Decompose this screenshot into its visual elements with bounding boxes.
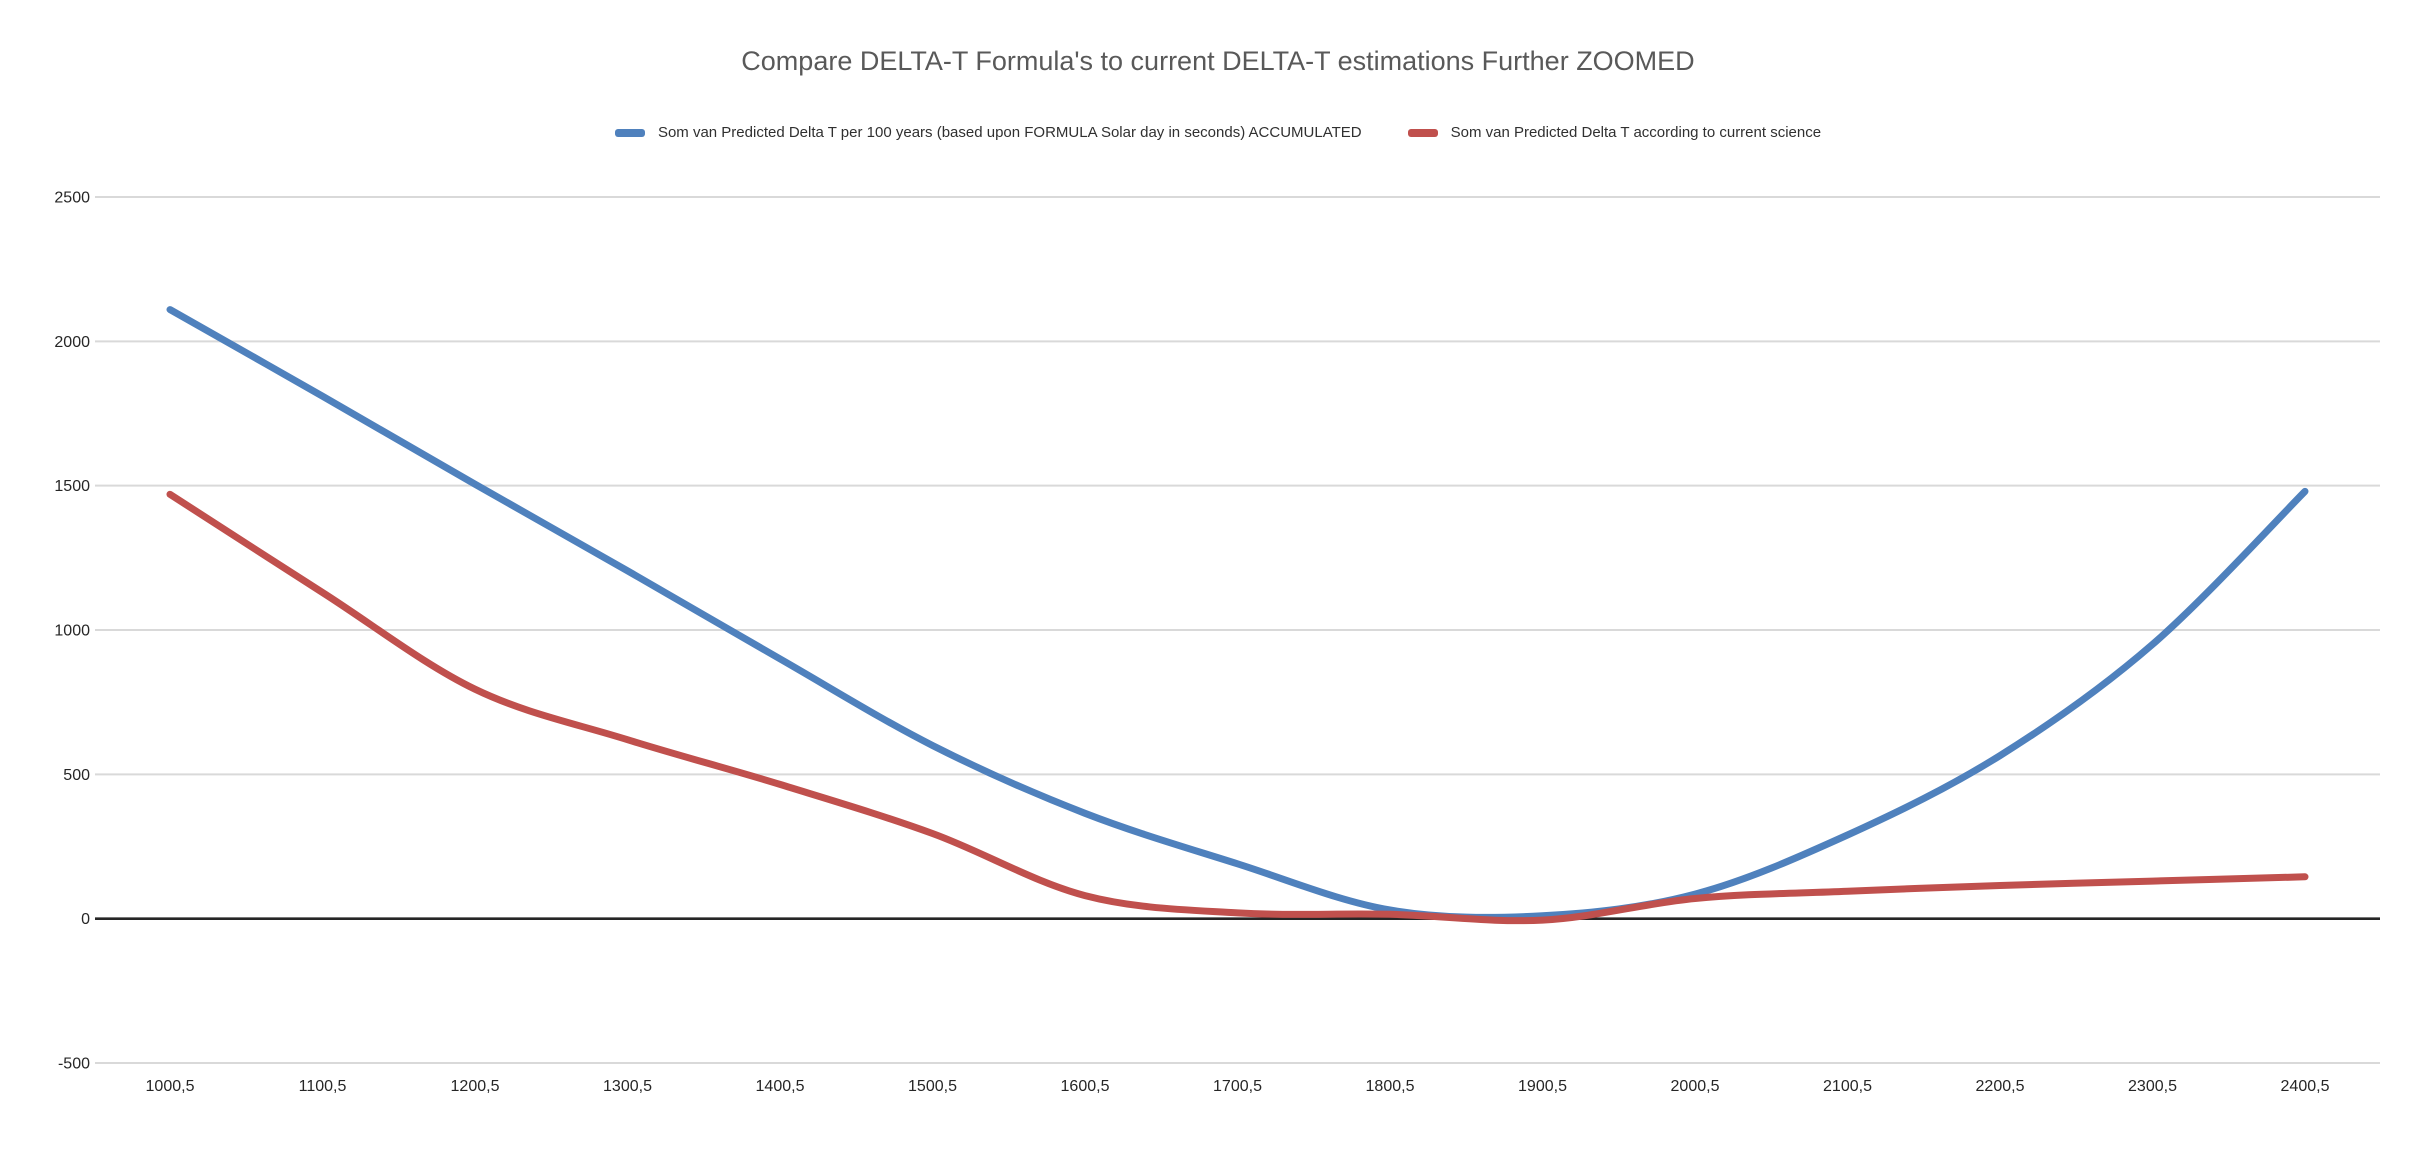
legend-item: Som van Predicted Delta T according to c…: [1407, 124, 1822, 141]
x-axis-label: 2300,5: [2128, 1078, 2177, 1095]
chart-legend: Som van Predicted Delta T per 100 years …: [0, 124, 2436, 141]
y-axis-label: 500: [63, 767, 90, 784]
y-axis-label: 2500: [54, 190, 90, 207]
legend-item: Som van Predicted Delta T per 100 years …: [614, 124, 1362, 141]
y-axis-label: -500: [58, 1056, 90, 1073]
y-axis-label: 1000: [54, 623, 90, 640]
x-axis-label: 1300,5: [603, 1078, 652, 1095]
x-axis-label: 2400,5: [2281, 1078, 2330, 1095]
legend-marker-icon: [1407, 128, 1438, 137]
series-line-current-science: [166, 490, 2309, 925]
x-axis-label: 1200,5: [451, 1078, 500, 1095]
y-axis-label: 2000: [54, 334, 90, 351]
y-axis-label: 1500: [54, 478, 90, 495]
x-axis-label: 1600,5: [1061, 1078, 1110, 1095]
x-axis-label: 1900,5: [1518, 1078, 1567, 1095]
y-axis-label: 0: [81, 911, 90, 928]
legend-label: Som van Predicted Delta T according to c…: [1450, 124, 1822, 141]
x-axis-label: 1400,5: [756, 1078, 805, 1095]
x-axis-label: 2000,5: [1671, 1078, 1720, 1095]
x-axis-label: 1800,5: [1366, 1078, 1415, 1095]
x-axis-label: 1700,5: [1213, 1078, 1262, 1095]
series-line-formula-accumulated: [166, 306, 2309, 921]
x-axis-label: 1000,5: [146, 1078, 195, 1095]
chart-title: Compare DELTA-T Formula's to current DEL…: [741, 46, 1695, 76]
x-axis-label: 1100,5: [299, 1078, 347, 1095]
x-axis-label: 2100,5: [1823, 1078, 1872, 1095]
legend-label: Som van Predicted Delta T per 100 years …: [657, 124, 1362, 141]
x-axis-label: 1500,5: [908, 1078, 957, 1095]
x-axis-label: 2200,5: [1976, 1078, 2025, 1095]
legend-marker-icon: [614, 128, 645, 137]
